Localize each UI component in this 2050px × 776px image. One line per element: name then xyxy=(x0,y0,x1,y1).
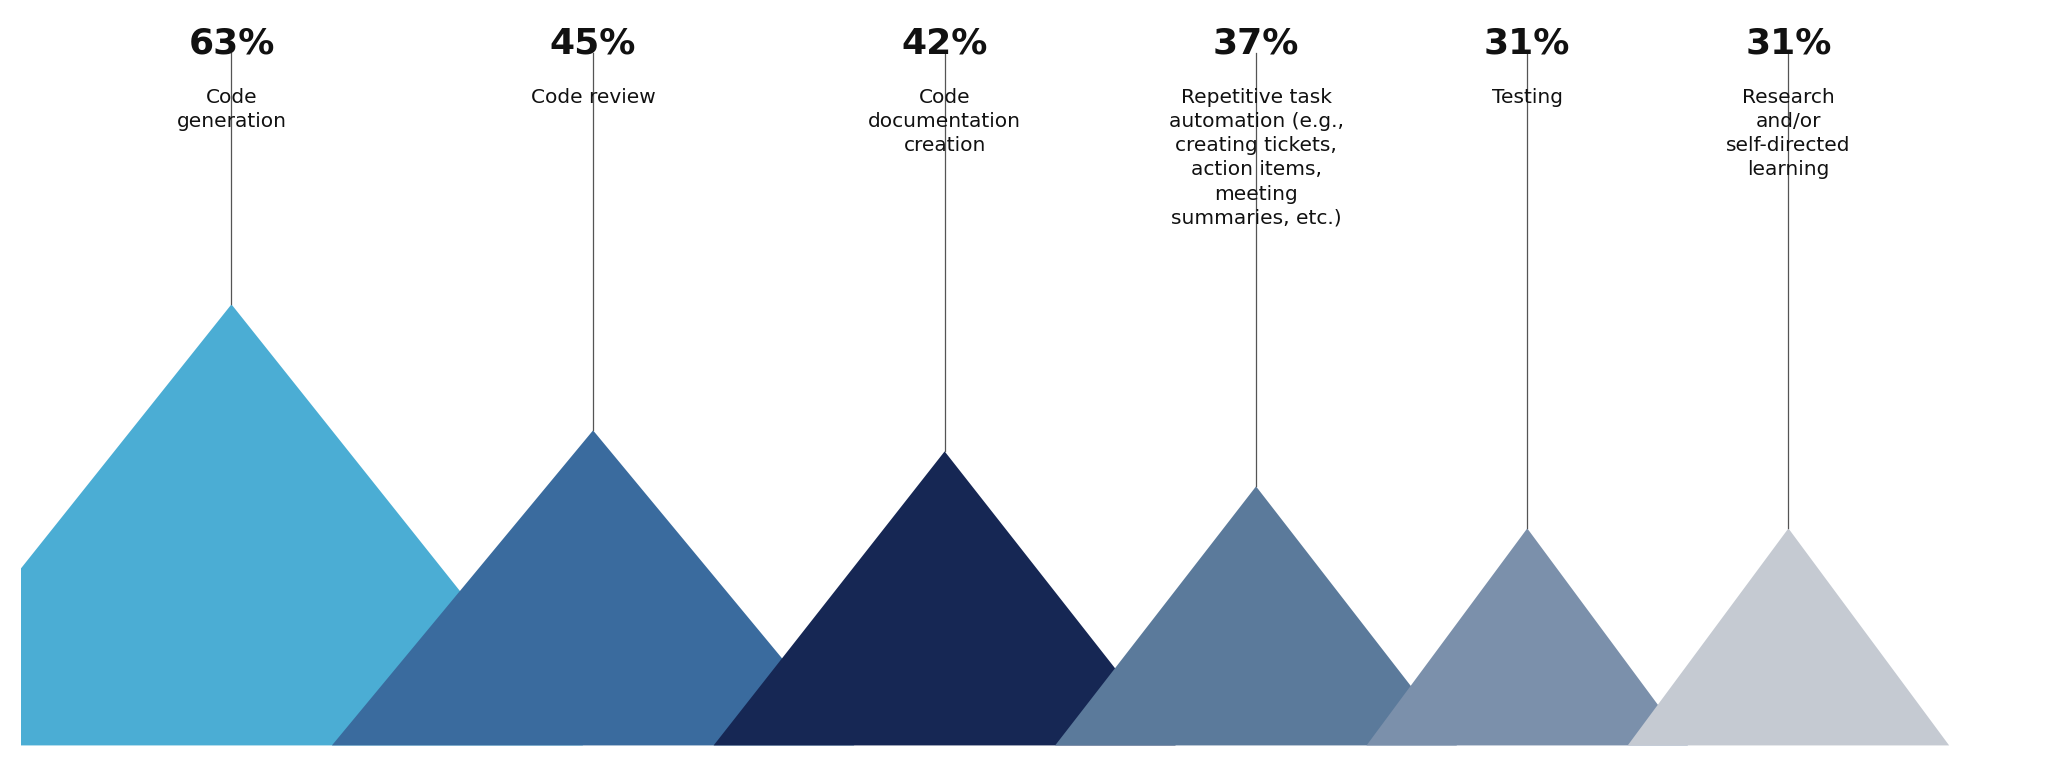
Polygon shape xyxy=(713,452,1177,746)
Text: Repetitive task
automation (e.g.,
creating tickets,
action items,
meeting
summar: Repetitive task automation (e.g., creati… xyxy=(1168,88,1343,228)
Text: Code review: Code review xyxy=(531,88,656,106)
Text: Code
documentation
creation: Code documentation creation xyxy=(867,88,1021,155)
Text: Testing: Testing xyxy=(1492,88,1562,106)
Polygon shape xyxy=(1628,528,1950,746)
Text: Research
and/or
self-directed
learning: Research and/or self-directed learning xyxy=(1726,88,1851,179)
Text: 42%: 42% xyxy=(902,27,988,61)
Text: 45%: 45% xyxy=(549,27,636,61)
Text: 63%: 63% xyxy=(189,27,275,61)
Polygon shape xyxy=(0,304,582,746)
Polygon shape xyxy=(1056,487,1458,746)
Text: 31%: 31% xyxy=(1484,27,1570,61)
Text: 31%: 31% xyxy=(1745,27,1831,61)
Text: Code
generation: Code generation xyxy=(176,88,287,131)
Polygon shape xyxy=(332,431,855,746)
Text: 37%: 37% xyxy=(1214,27,1300,61)
Polygon shape xyxy=(1367,528,1687,746)
